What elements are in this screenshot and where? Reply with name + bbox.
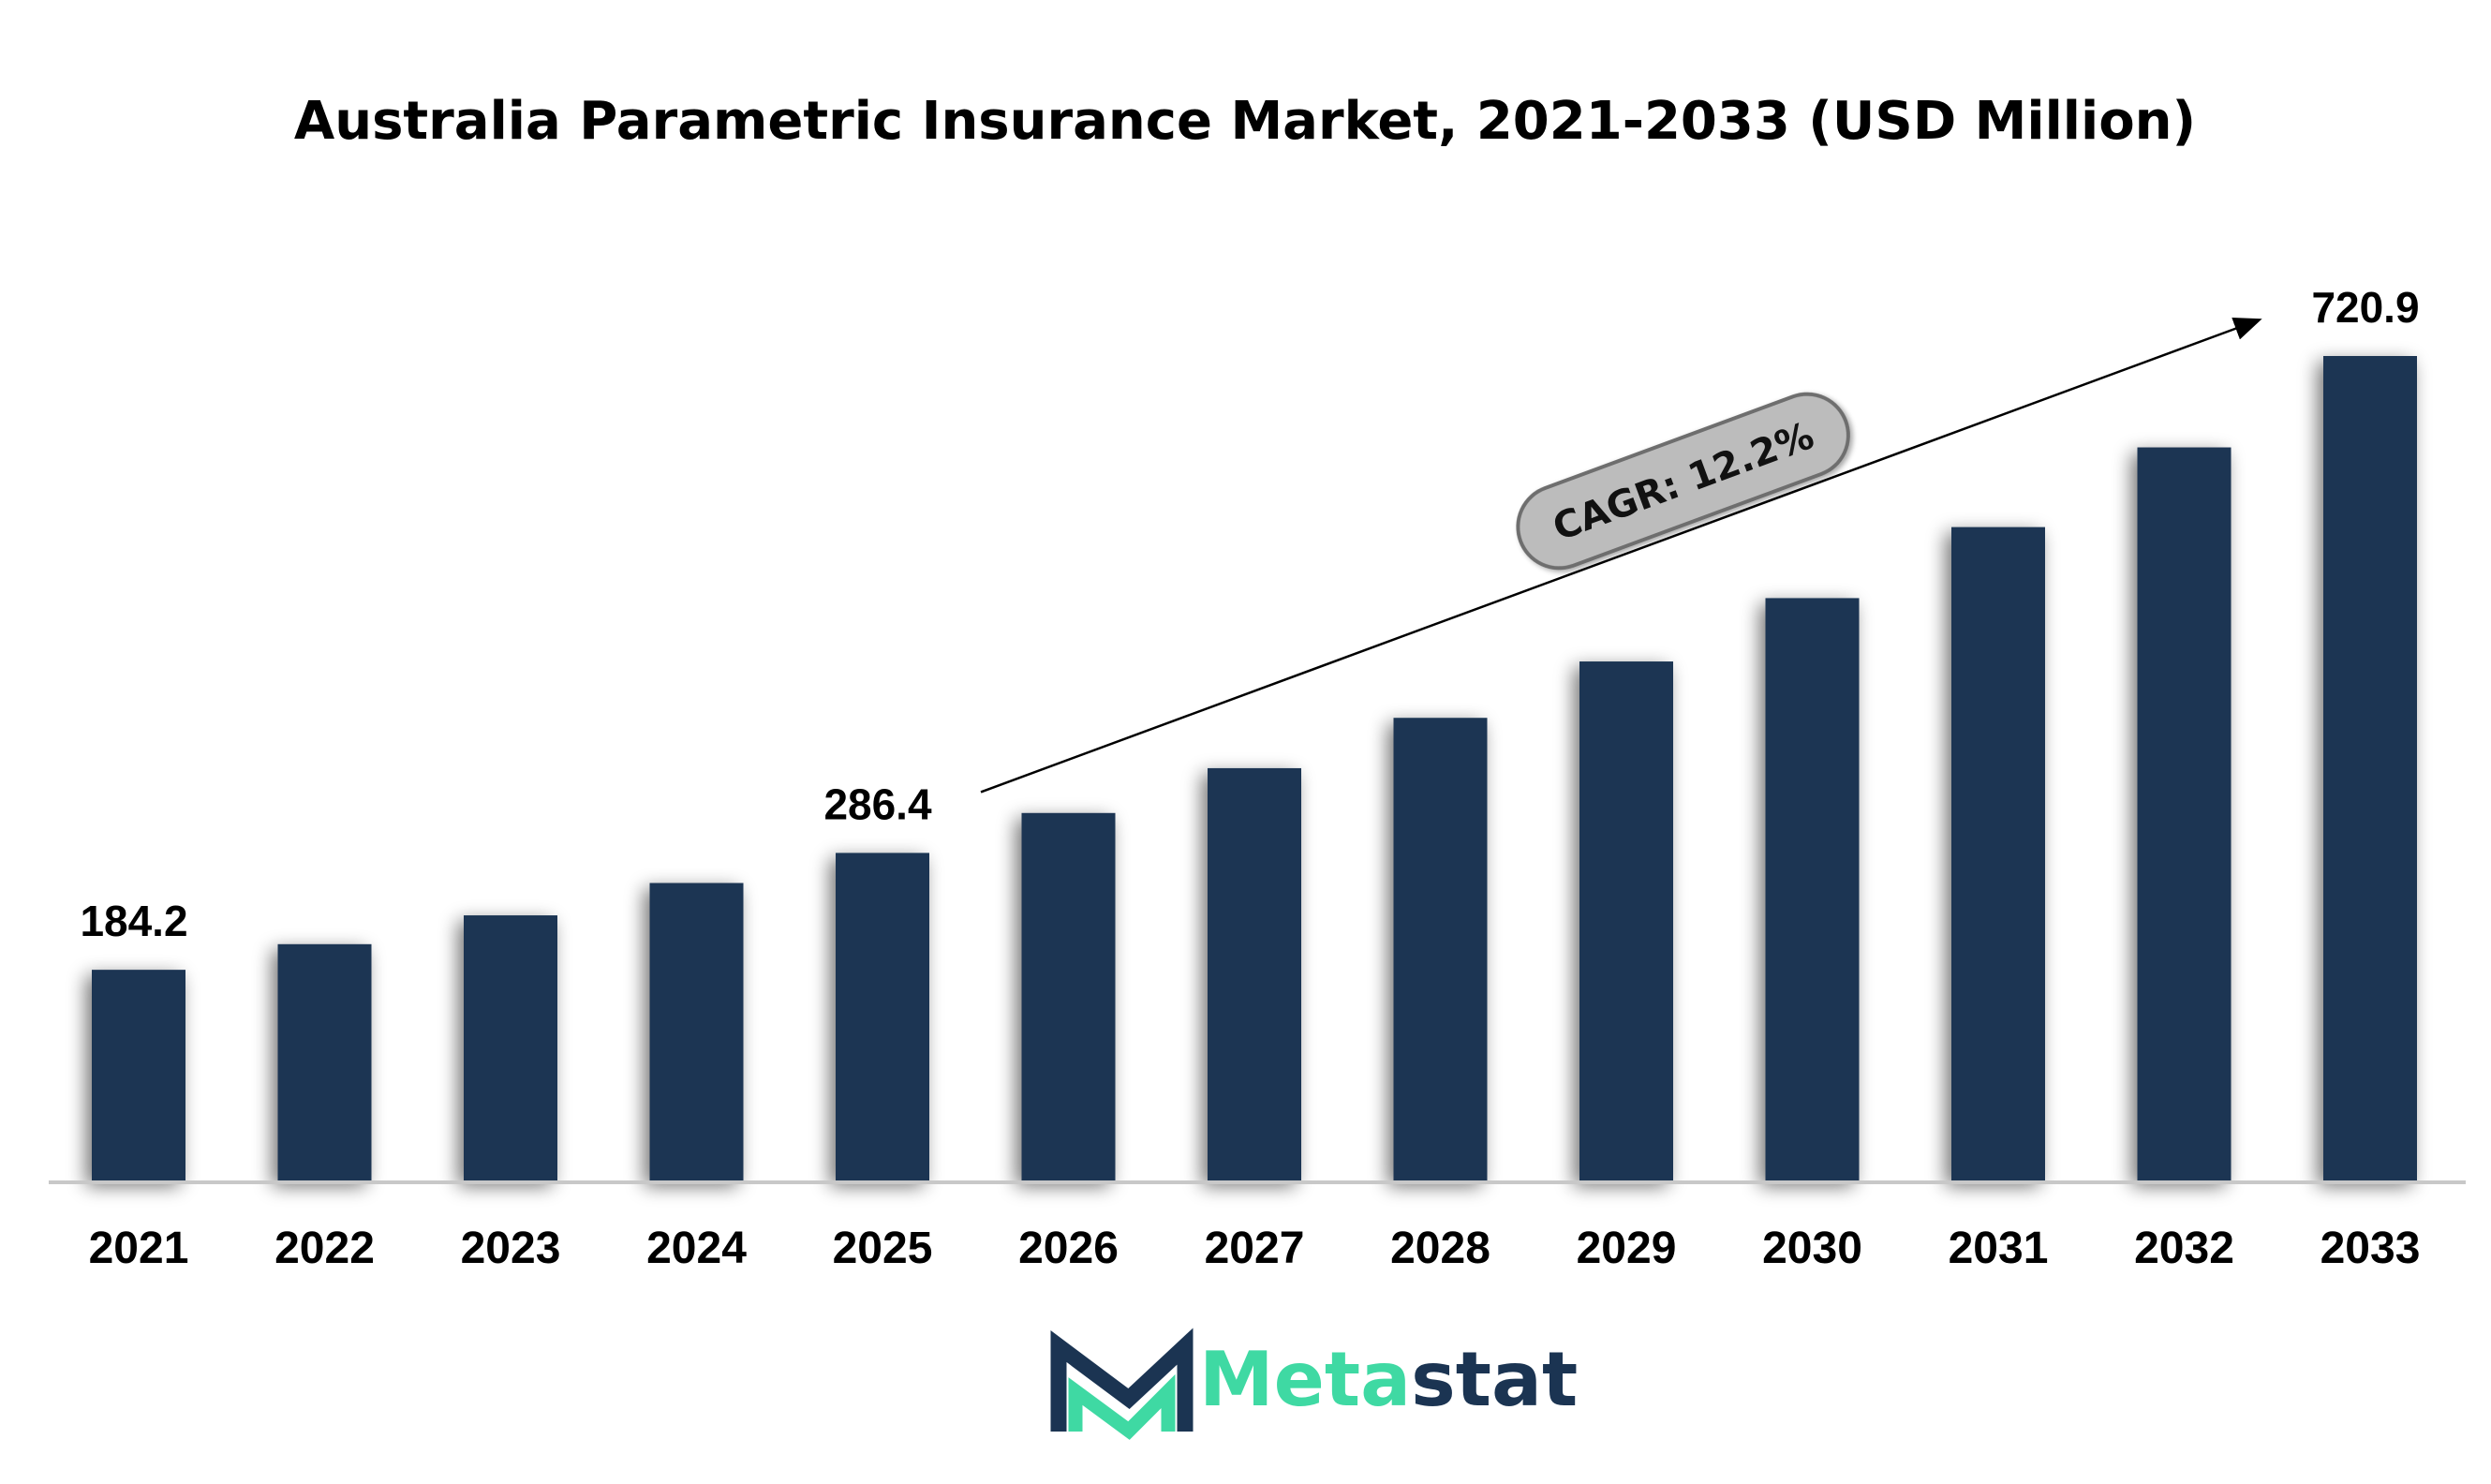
x-tick-label-2025: 2025 xyxy=(833,1224,933,1273)
metastat-logo-wordmark: Metastat xyxy=(1199,1336,1578,1423)
bar-2028 xyxy=(1393,718,1488,1180)
x-tick-label-2033: 2033 xyxy=(2320,1224,2421,1273)
bar-2027 xyxy=(1208,767,1301,1180)
logo-text-stat: stat xyxy=(1411,1336,1578,1423)
x-tick-label-2021: 2021 xyxy=(89,1224,189,1273)
data-label-2021: 184.2 xyxy=(80,897,187,945)
data-label-2025: 286.4 xyxy=(823,779,932,828)
bar-2029 xyxy=(1579,661,1673,1180)
bar-2025 xyxy=(836,853,929,1180)
bar-2032 xyxy=(2137,447,2232,1180)
bar-2022 xyxy=(277,943,372,1180)
bar-2033 xyxy=(2323,356,2417,1180)
cagr-badge: CAGR: 12.2% xyxy=(1516,392,1850,571)
x-tick-label-2032: 2032 xyxy=(2134,1224,2234,1273)
x-tick-label-2024: 2024 xyxy=(646,1224,747,1273)
x-tick-label-2030: 2030 xyxy=(1762,1224,1862,1273)
data-labels: 184.2 286.4 720.9 xyxy=(80,283,2419,945)
x-tick-label-2028: 2028 xyxy=(1390,1224,1490,1273)
cagr-trend-arrow xyxy=(980,317,2262,794)
x-tick-label-2027: 2027 xyxy=(1205,1224,1305,1273)
logo-text-meta: Meta xyxy=(1199,1336,1411,1423)
data-label-2033: 720.9 xyxy=(2311,283,2419,332)
metastat-logo: Metastat xyxy=(1050,1328,1578,1440)
x-tick-label-2029: 2029 xyxy=(1577,1224,1677,1273)
bar-2030 xyxy=(1765,598,1860,1180)
x-tick-label-2031: 2031 xyxy=(1949,1224,2049,1273)
x-tick-label-2026: 2026 xyxy=(1018,1224,1119,1273)
bar-2031 xyxy=(1951,527,2045,1180)
bar-2026 xyxy=(1021,812,1116,1180)
x-tick-label-2022: 2022 xyxy=(274,1224,375,1273)
bar-2023 xyxy=(464,915,557,1180)
chart-title: Australia Parametric Insurance Market, 2… xyxy=(294,91,2196,152)
metastat-logo-icon xyxy=(1050,1328,1194,1440)
x-axis-ticks: 2021 2022 2023 2024 2025 2026 2027 2028 2029 2030… xyxy=(89,1224,2421,1273)
x-tick-label-2023: 2023 xyxy=(461,1224,561,1273)
bar-2024 xyxy=(649,883,744,1180)
cagr-badge-background xyxy=(1516,392,1850,571)
bar-2021 xyxy=(92,970,185,1180)
bars-group xyxy=(92,356,2417,1180)
